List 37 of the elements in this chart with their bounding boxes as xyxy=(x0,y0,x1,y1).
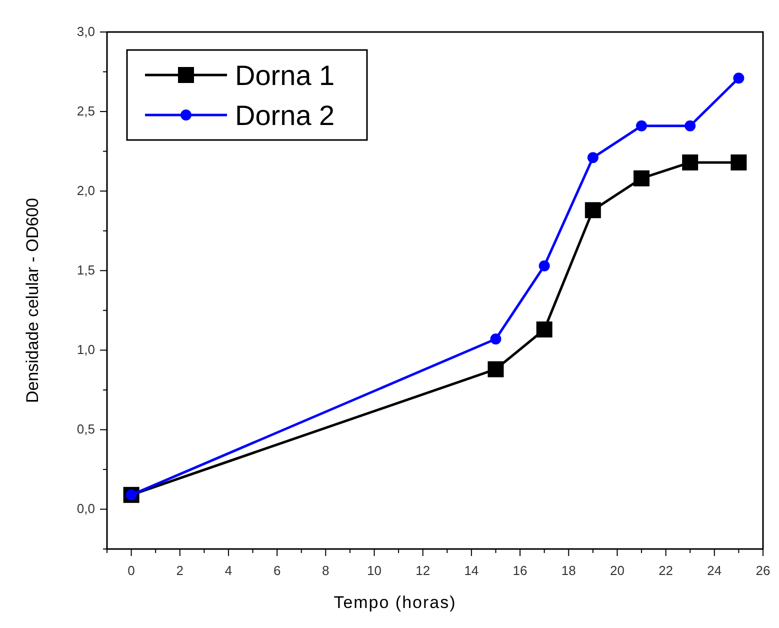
x-tick-label: 22 xyxy=(658,563,674,578)
x-tick-label: 18 xyxy=(561,563,576,578)
x-tick-label: 8 xyxy=(322,563,330,578)
point xyxy=(634,170,650,186)
y-tick-label: 3,0 xyxy=(76,24,95,39)
point xyxy=(538,260,550,272)
x-tick-label: 2 xyxy=(176,563,184,578)
x-tick-label: 4 xyxy=(224,563,232,578)
point xyxy=(536,321,552,338)
x-tick-label: 6 xyxy=(273,563,281,578)
point xyxy=(733,72,744,84)
y-tick-label: 1,5 xyxy=(76,262,95,278)
point xyxy=(490,334,502,345)
x-tick-label: 26 xyxy=(756,563,770,578)
point xyxy=(584,202,601,218)
point xyxy=(636,120,648,132)
y-tick-label: 0,5 xyxy=(76,422,95,437)
y-tick-label: 2,0 xyxy=(76,183,95,198)
x-axis-title: Tempo (horas) xyxy=(334,593,456,612)
y-tick-label: 0,0 xyxy=(76,501,95,516)
x-tick-label: 10 xyxy=(367,563,382,578)
point xyxy=(684,120,696,132)
legend-label: Dorna 1 xyxy=(235,60,335,91)
point xyxy=(682,154,698,170)
legend-label: Dorna 2 xyxy=(235,100,335,131)
x-tick-label: 12 xyxy=(416,563,430,578)
x-tick-label: 16 xyxy=(512,563,528,578)
x-tick-label: 24 xyxy=(707,563,722,578)
x-tick-label: 20 xyxy=(610,563,624,578)
point xyxy=(587,152,598,164)
y-tick-label: 1,0 xyxy=(76,342,95,358)
y-axis-title: Densidade celular - OD600 xyxy=(23,198,42,404)
point xyxy=(730,154,747,170)
y-tick-label: 2,5 xyxy=(76,104,95,119)
x-tick-label: 14 xyxy=(464,563,479,578)
point xyxy=(488,361,504,378)
x-tick-label: 0 xyxy=(128,563,135,578)
